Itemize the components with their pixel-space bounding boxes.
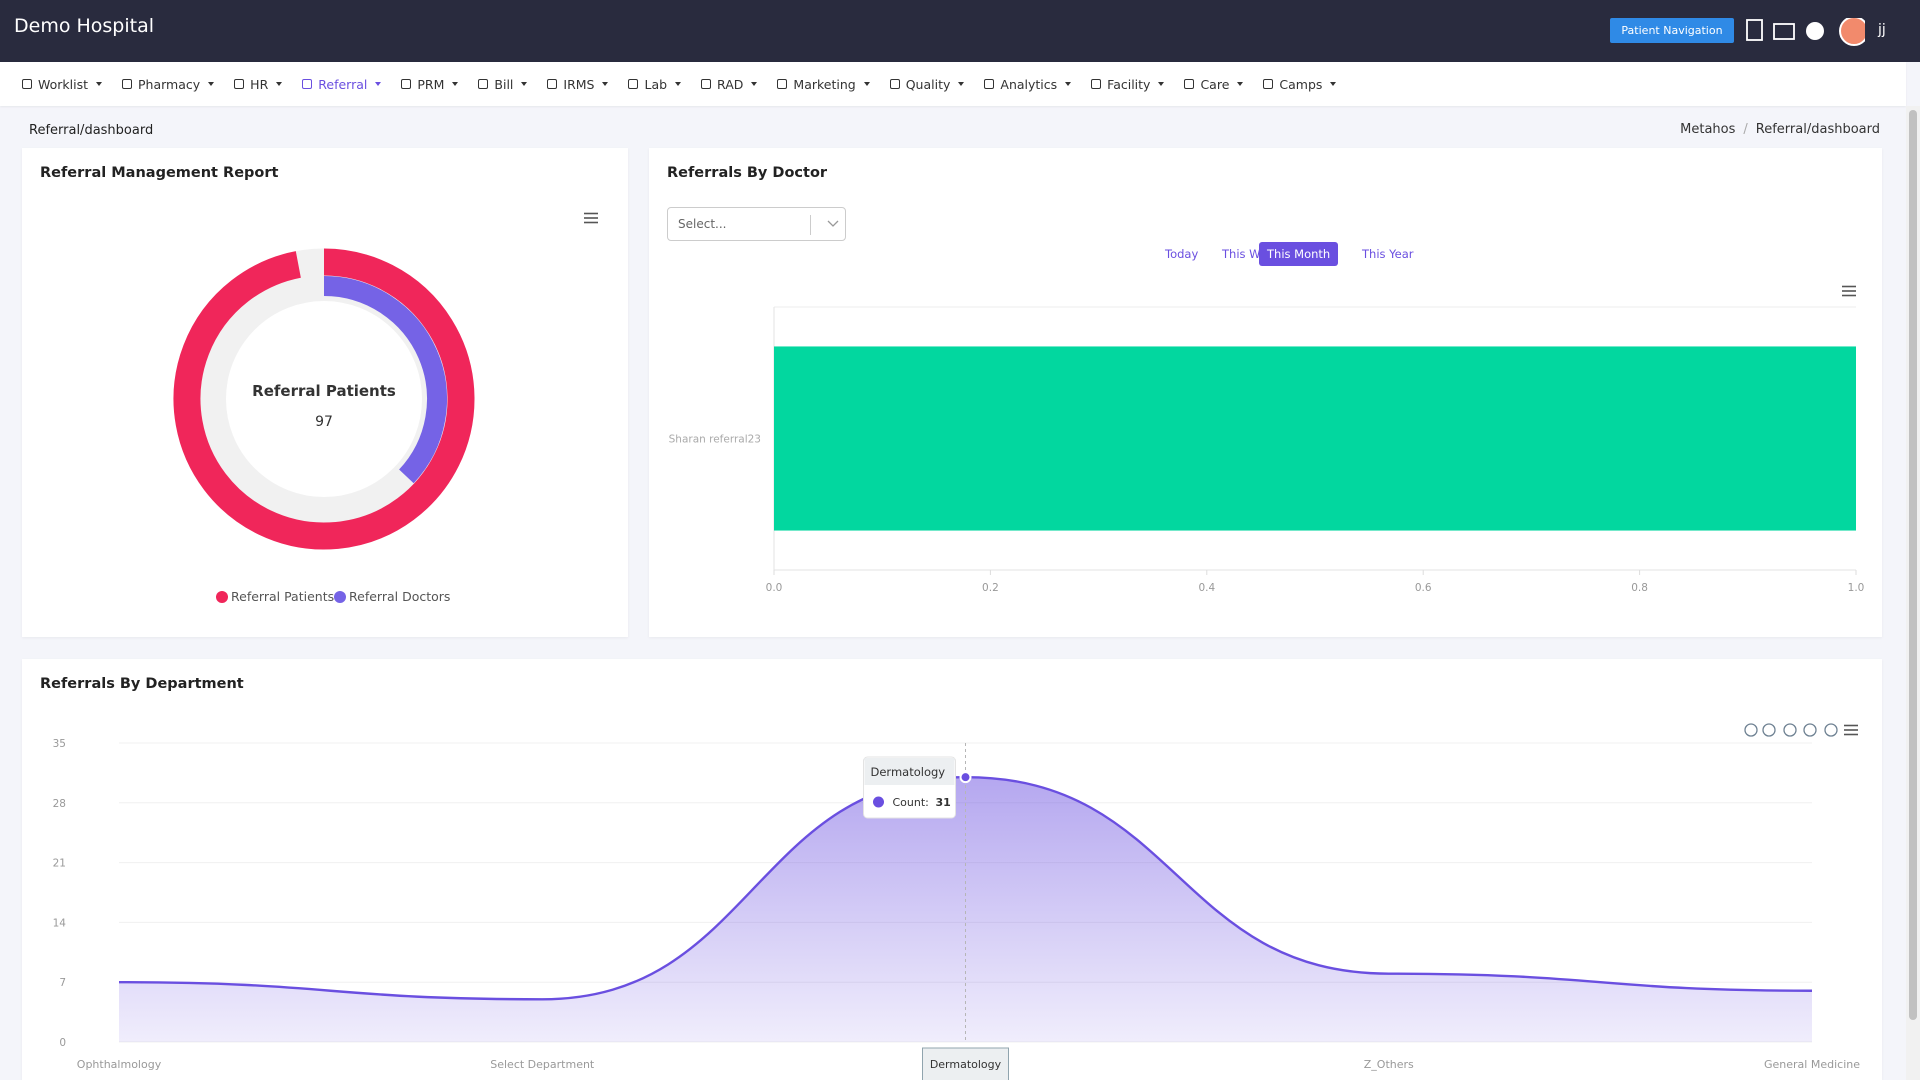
x-tick-label: 0.0 bbox=[766, 582, 783, 594]
range-button[interactable]: This Year bbox=[1362, 247, 1414, 261]
doctor-select[interactable]: Select... bbox=[667, 207, 846, 241]
card-title: Referrals By Doctor bbox=[667, 165, 828, 181]
nav-item[interactable]: PRM bbox=[401, 77, 458, 92]
legend-marker bbox=[216, 591, 228, 603]
y-tick-label: 7 bbox=[59, 977, 66, 989]
toolbar-button[interactable] bbox=[1762, 723, 1776, 737]
nav-item[interactable]: Worklist bbox=[22, 77, 102, 92]
y-tick-label: 0 bbox=[59, 1037, 66, 1049]
crumb: Referral/dashboard bbox=[1755, 122, 1880, 137]
x-tick-label: 0.2 bbox=[982, 582, 999, 594]
nav-item[interactable]: Quality bbox=[890, 77, 965, 92]
top-bar: Demo Hospital Patient Navigation jj bbox=[0, 0, 1920, 62]
nav-item[interactable]: Pharmacy bbox=[122, 77, 214, 92]
select-arrow bbox=[827, 220, 839, 227]
legend-label[interactable]: Referral Patients bbox=[231, 589, 334, 604]
y-tick-label: 28 bbox=[53, 798, 66, 810]
nav-item[interactable]: RAD bbox=[701, 77, 757, 92]
chart: Referral Patients 97 Referral Patients Refe… bbox=[173, 212, 598, 604]
point-marker[interactable] bbox=[959, 771, 972, 784]
nav-item[interactable]: IRMS bbox=[547, 77, 608, 92]
nav-item[interactable]: Marketing bbox=[777, 77, 869, 92]
card-title: Referral Management Report bbox=[40, 165, 279, 181]
crumb-separator: / bbox=[1743, 122, 1748, 137]
toolbar-button[interactable] bbox=[1824, 723, 1838, 737]
y-tick-label: 35 bbox=[53, 738, 66, 750]
center-label: Referral Patients bbox=[252, 382, 396, 400]
chart-toolbar bbox=[1744, 723, 1838, 737]
x-tick-label: Ophthalmology bbox=[77, 1058, 162, 1071]
nav-item[interactable]: Analytics bbox=[984, 77, 1071, 92]
nav-item[interactable]: Care bbox=[1184, 77, 1243, 92]
user-name[interactable]: jj bbox=[1878, 22, 1886, 38]
app-title: Demo Hospital bbox=[14, 15, 155, 37]
radial-bar bbox=[173, 248, 475, 550]
chart: 0 7 14 21 28 35 Ophthalmology Select Department… bbox=[53, 723, 1860, 1080]
doc-icon[interactable] bbox=[1746, 19, 1763, 41]
range-button[interactable]: Today bbox=[1165, 247, 1199, 261]
nav-item[interactable]: Bill bbox=[478, 77, 527, 92]
menu-icon[interactable] bbox=[1844, 724, 1858, 736]
folder-icon[interactable] bbox=[1773, 23, 1795, 40]
menu-icon[interactable] bbox=[1842, 285, 1856, 297]
y-tick-label: 14 bbox=[53, 917, 67, 929]
x-tick-label: Dermatology bbox=[930, 1058, 1002, 1071]
center-value: 97 bbox=[315, 414, 333, 430]
card: Referrals By Department 0 7 14 21 28 35 Ophtha… bbox=[22, 659, 1882, 1080]
bar[interactable] bbox=[774, 346, 1856, 531]
menu-icon[interactable] bbox=[584, 212, 598, 224]
y-tick-label: Sharan referral23 bbox=[669, 434, 761, 446]
chart: 0.0 0.2 0.4 0.6 0.8 1.0 Sharan referral23 bbox=[669, 285, 1865, 594]
tooltip-header bbox=[864, 758, 955, 785]
y-tick-label: 21 bbox=[53, 858, 66, 870]
x-label-highlight bbox=[922, 1047, 1009, 1080]
card-title: Referrals By Department bbox=[40, 676, 244, 692]
nav-item[interactable]: HR bbox=[234, 77, 282, 92]
patient-navigation-button[interactable]: Patient Navigation bbox=[1610, 18, 1734, 43]
radial-bar bbox=[323, 276, 447, 484]
x-tick-label: 0.4 bbox=[1198, 582, 1215, 594]
scroll-thumb[interactable] bbox=[1909, 110, 1917, 1020]
toolbar-button[interactable] bbox=[1803, 723, 1817, 737]
card: Referrals By Doctor Select... 0.0 0.2 0.4 0… bbox=[649, 148, 1882, 637]
x-tick-label: Z_Others bbox=[1364, 1058, 1414, 1071]
header-icons bbox=[1746, 18, 1865, 46]
x-tick-label: 0.6 bbox=[1415, 582, 1432, 594]
tooltip-label: Count: bbox=[893, 796, 929, 809]
breadcrumb: Metahos / Referral/dashboard bbox=[1680, 122, 1880, 137]
legend-label[interactable]: Referral Doctors bbox=[349, 589, 450, 604]
area-fill bbox=[119, 777, 1812, 1042]
range-button[interactable]: This Month bbox=[1259, 242, 1339, 266]
tooltip-title: Dermatology bbox=[871, 765, 946, 779]
tooltip-value: 31 bbox=[936, 796, 951, 809]
toolbar-button[interactable] bbox=[1783, 723, 1797, 737]
nav-item[interactable]: Referral bbox=[302, 77, 381, 92]
card: Referral Management Report Referral Pati… bbox=[22, 148, 628, 637]
nav-item[interactable]: Camps bbox=[1263, 77, 1336, 92]
crumb[interactable]: Metahos bbox=[1680, 122, 1736, 137]
scrollbar[interactable] bbox=[1906, 106, 1920, 1080]
page-heading: Referral/dashboard bbox=[29, 123, 154, 138]
avatar[interactable] bbox=[1839, 18, 1865, 46]
nav-bar: Worklist Pharmacy HR Referral PRM Bill IRMS Lab… bbox=[0, 62, 1906, 106]
nav-item[interactable]: Lab bbox=[628, 77, 681, 92]
x-tick-label: General Medicine bbox=[1764, 1058, 1860, 1071]
x-tick-label: 1.0 bbox=[1848, 582, 1865, 594]
toolbar-button[interactable] bbox=[1744, 723, 1758, 737]
nav-item[interactable]: Facility bbox=[1091, 77, 1164, 92]
x-tick-label: 0.8 bbox=[1631, 582, 1648, 594]
tooltip-marker bbox=[873, 796, 884, 808]
legend-marker bbox=[334, 591, 346, 603]
x-tick-label: Select Department bbox=[490, 1058, 595, 1071]
help-icon[interactable] bbox=[1806, 22, 1824, 40]
